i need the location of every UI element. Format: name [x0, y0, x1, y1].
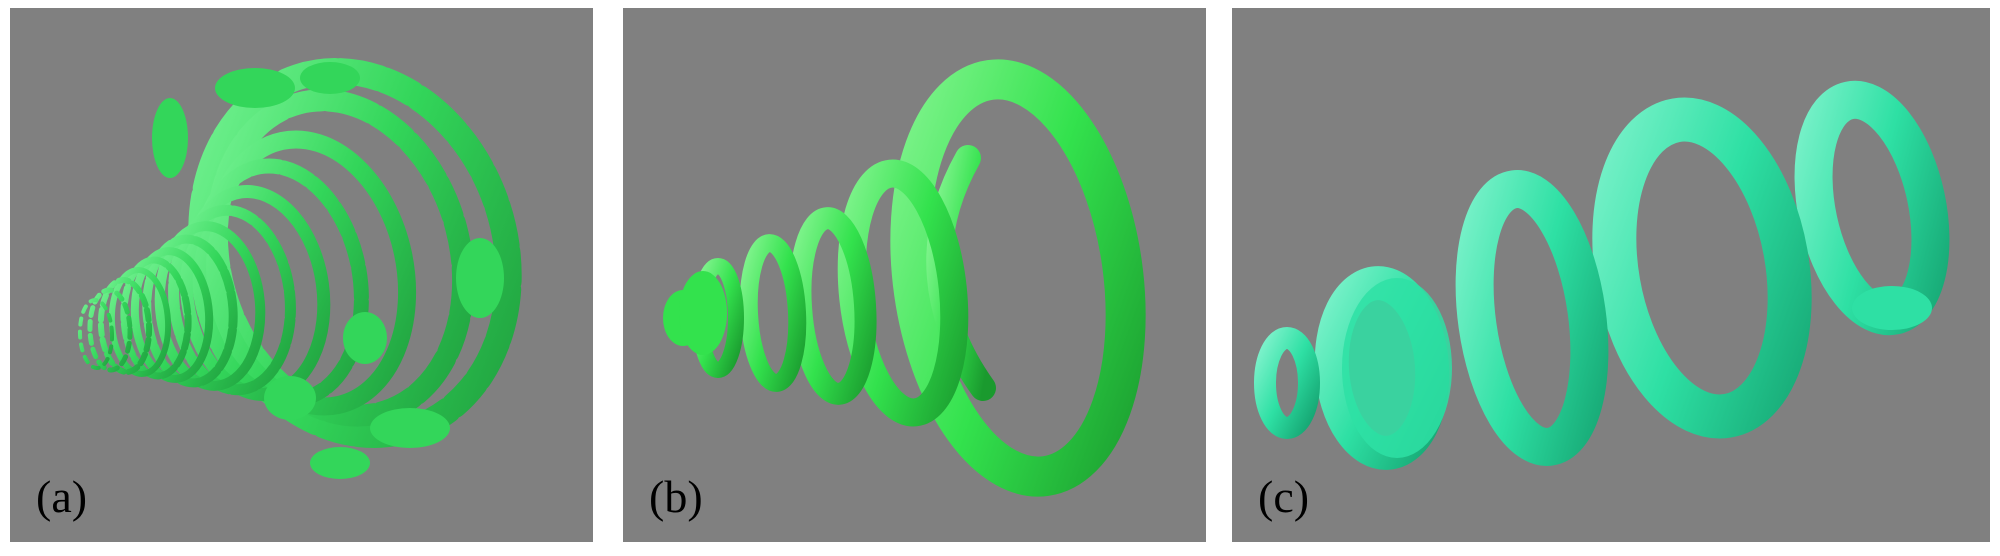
vortex-rings-render-a — [77, 58, 522, 479]
panel-c: (c) — [1232, 8, 1990, 542]
panel-a: (a) — [10, 8, 593, 542]
panel-b: (b) — [623, 8, 1206, 542]
panel-label-b: (b) — [649, 471, 703, 522]
panel-label-a: (a) — [36, 471, 88, 522]
vortex-rings-render-c — [1254, 80, 1950, 470]
vortex-rings-render-b — [663, 59, 1146, 497]
panel-label-c: (c) — [1258, 471, 1310, 522]
